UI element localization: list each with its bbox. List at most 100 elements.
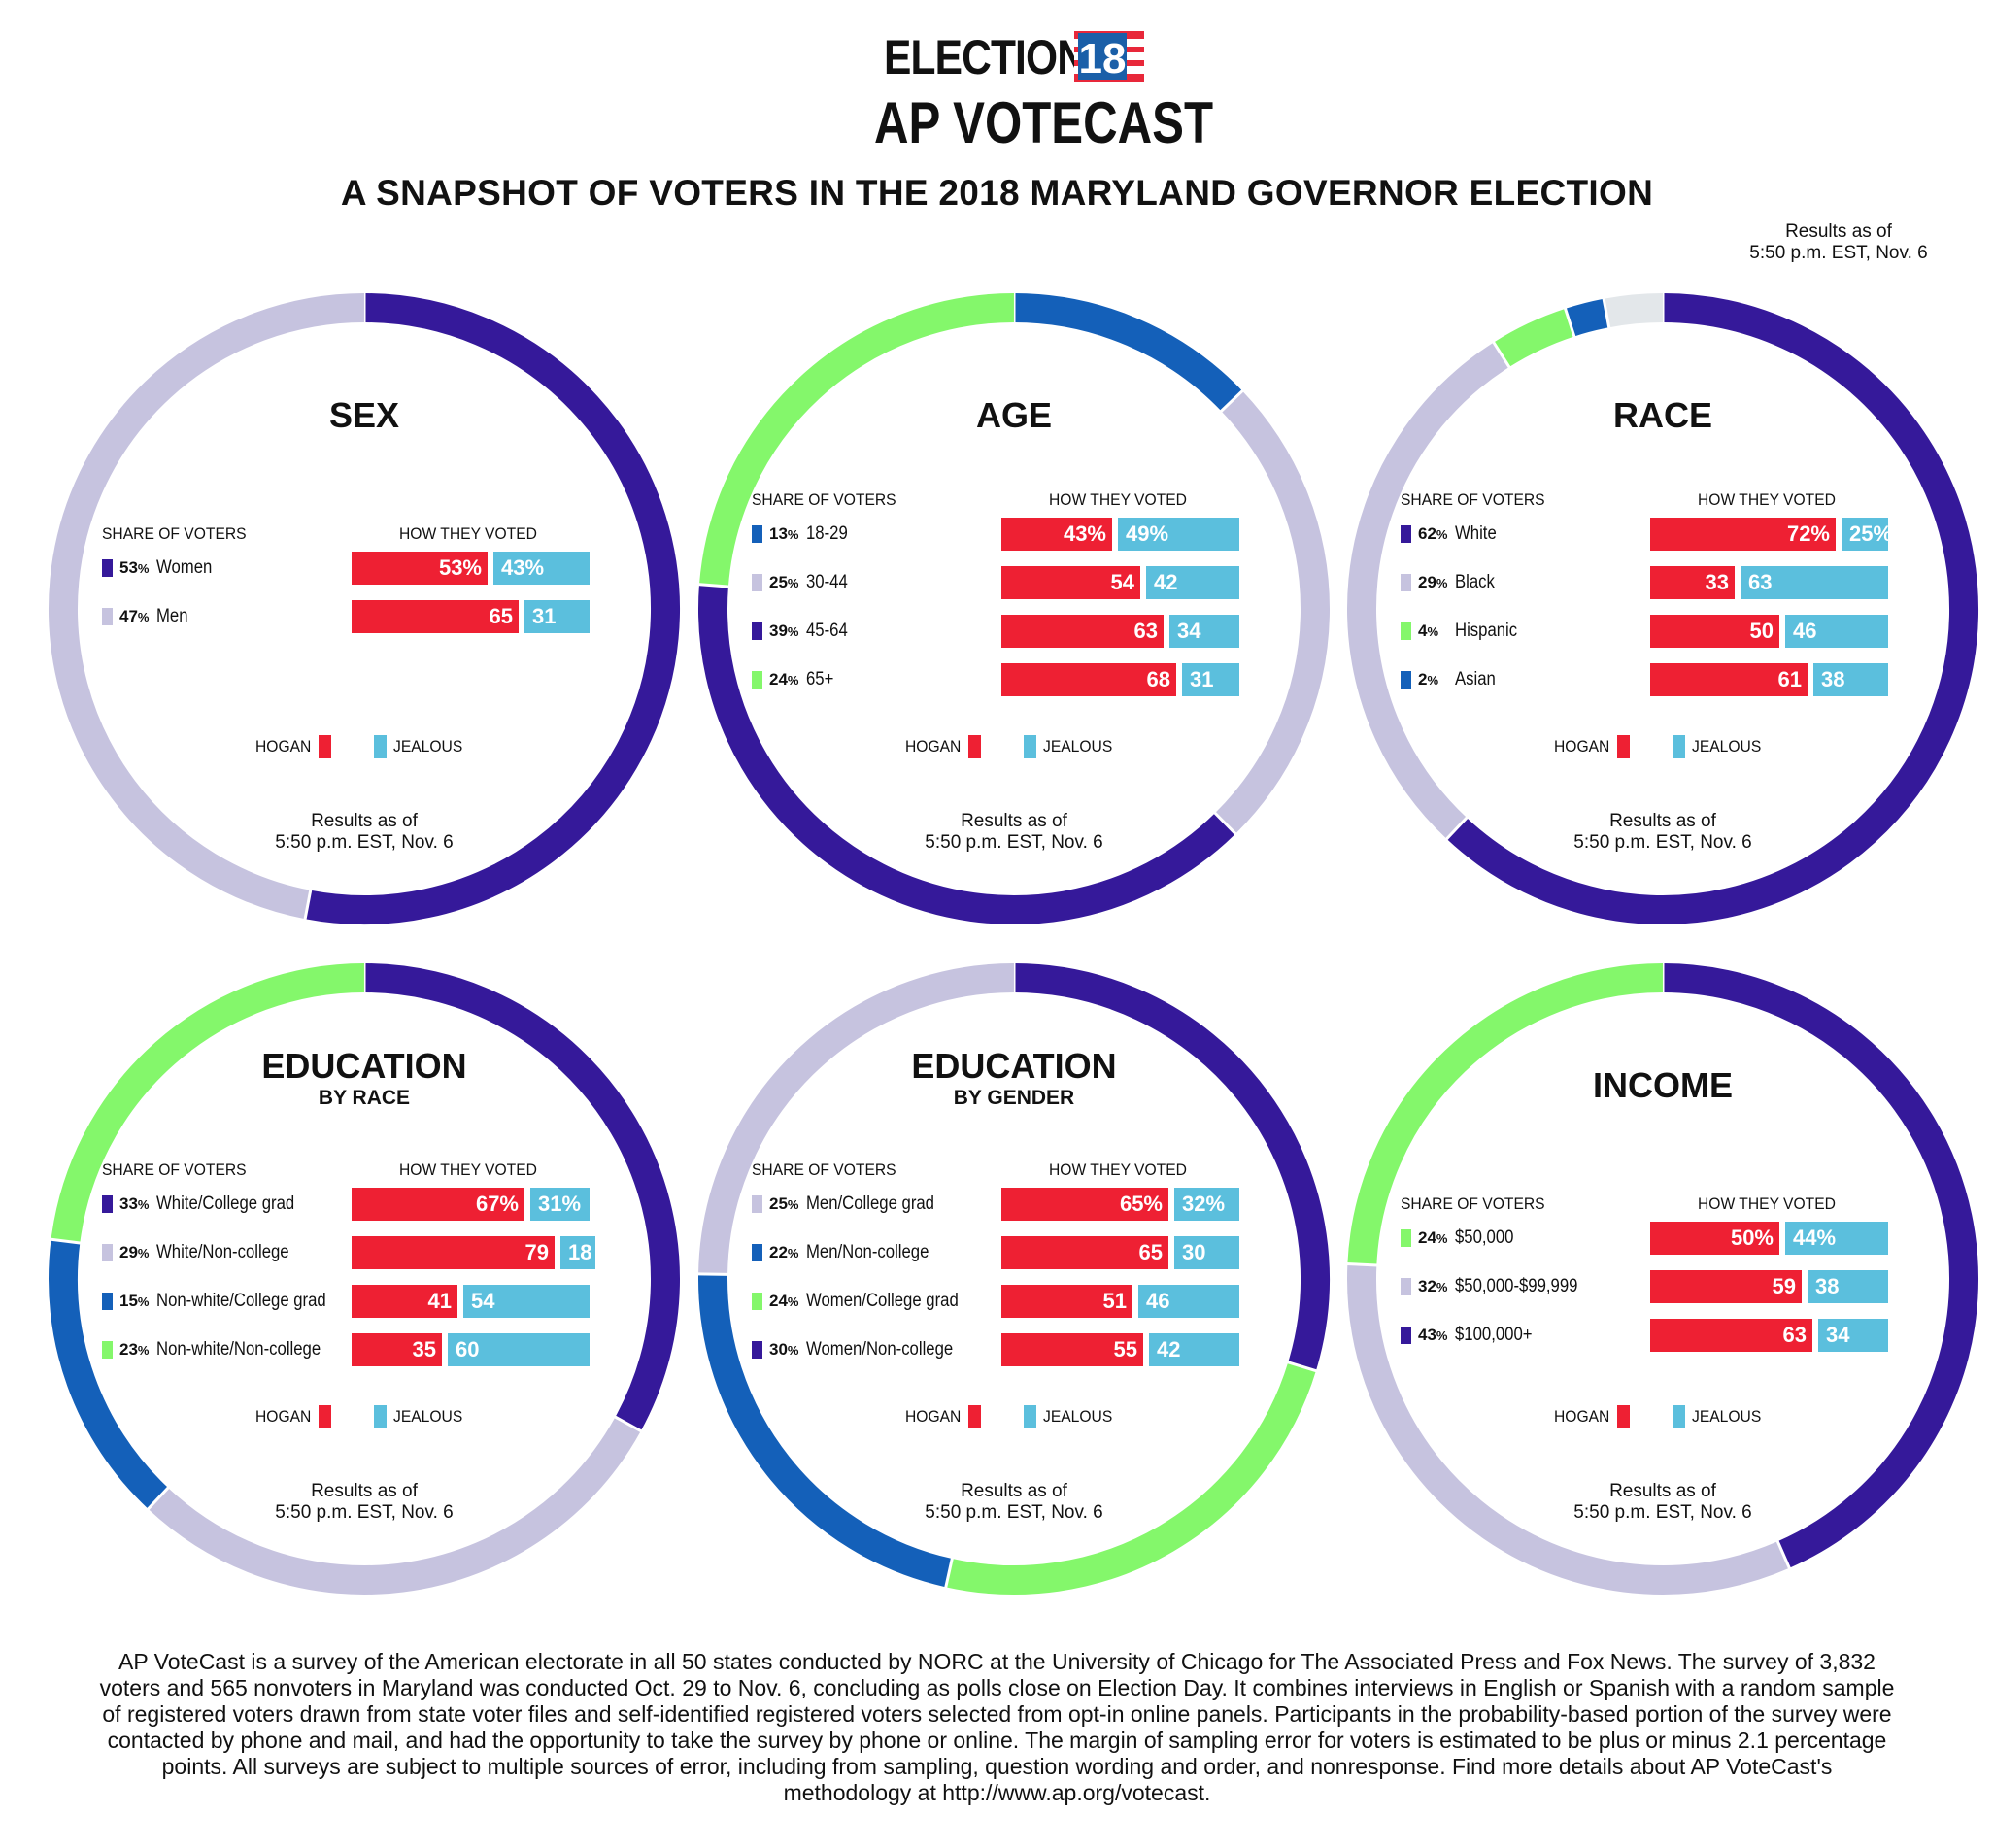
panel-results-note: Results as of 5:50 p.m. EST, Nov. 6 — [1333, 811, 1993, 854]
jealous-bar: 44% — [1785, 1222, 1888, 1255]
category-label: Men — [156, 606, 188, 626]
hogan-bar: 43% — [1001, 518, 1112, 551]
data-row: 24% $50,000 50% 44% — [1333, 1222, 1993, 1255]
results-line2: 5:50 p.m. EST, Nov. 6 — [275, 1502, 454, 1523]
legend-hogan-swatch — [968, 1405, 981, 1428]
share-swatch — [102, 608, 113, 625]
panel-sex: SEX SHARE OF VOTERS HOW THEY VOTED 53% Women… — [34, 279, 694, 939]
legend-jealous-label: JEALOUS — [1043, 737, 1113, 756]
panel-title: SEX — [328, 395, 400, 435]
share-ring — [697, 962, 1330, 1595]
how-they-voted-header: HOW THEY VOTED — [399, 524, 537, 543]
data-row: 4% Hispanic 50 46 — [1333, 615, 1993, 648]
share-value: 29% — [119, 1243, 150, 1261]
share-suffix: % — [787, 1197, 799, 1212]
jealous-bar: 31 — [524, 600, 590, 633]
share-suffix: % — [787, 1246, 799, 1260]
share-swatch — [1401, 525, 1411, 543]
ring-divider — [1444, 816, 1469, 841]
legend-hogan-label: HOGAN — [905, 737, 962, 756]
share-value: 24% — [769, 1292, 799, 1310]
ring-segment — [1565, 298, 1609, 337]
logo-votecast-text: AP VOTECAST — [874, 90, 1214, 155]
ring-segment — [49, 293, 364, 920]
ring-divider — [146, 1486, 170, 1511]
share-value: 25% — [769, 573, 799, 591]
panel-title: EDUCATION — [911, 1046, 1117, 1086]
legend-hogan-swatch — [968, 735, 981, 758]
share-value: 53% — [119, 558, 150, 577]
share-swatch — [102, 1195, 113, 1213]
hogan-bar: 50% — [1650, 1222, 1779, 1255]
results-line1: Results as of — [961, 811, 1067, 831]
data-row: 47% Men 65 31 — [34, 600, 694, 633]
category-label: Hispanic — [1455, 621, 1518, 641]
category-label: 30-44 — [806, 572, 848, 592]
hogan-bar: 65 — [352, 600, 519, 633]
legend-jealous-swatch — [1673, 1405, 1685, 1428]
ring-divider — [697, 583, 730, 588]
category-label: Asian — [1455, 669, 1496, 689]
data-row: 25% 30-44 54 42 — [684, 566, 1344, 599]
hogan-bar: 53% — [352, 552, 488, 585]
jealous-bar: 54 — [463, 1285, 590, 1318]
results-line1: Results as of — [1609, 1481, 1716, 1501]
share-swatch — [102, 1244, 113, 1261]
panel-education-by-race: EDUCATION BY RACE SHARE OF VOTERS HOW THEY … — [34, 949, 694, 1609]
ring-divider — [1492, 340, 1511, 369]
results-note: Results as of 5:50 p.m. EST, Nov. 6 — [1722, 221, 1955, 264]
panel-results-note: Results as of 5:50 p.m. EST, Nov. 6 — [684, 811, 1344, 854]
results-line1: Results as of — [311, 1481, 418, 1501]
share-suffix: % — [1436, 1280, 1448, 1294]
category-label: $50,000-$99,999 — [1455, 1276, 1578, 1296]
share-suffix: % — [787, 527, 799, 542]
share-swatch — [752, 574, 762, 591]
ring-divider — [1213, 811, 1237, 836]
category-label: Women — [156, 557, 213, 578]
share-suffix: % — [787, 1343, 799, 1358]
share-swatch — [752, 671, 762, 689]
ring-segment — [698, 1273, 953, 1588]
share-swatch — [1401, 622, 1411, 640]
ring-segment — [1446, 293, 1978, 924]
legend-jealous-label: JEALOUS — [393, 737, 463, 756]
panel-title: AGE — [975, 395, 1052, 435]
hogan-bar: 63 — [1001, 615, 1164, 648]
share-value: 23% — [119, 1340, 150, 1359]
share-swatch — [752, 1341, 762, 1359]
share-suffix: % — [787, 1294, 799, 1309]
data-row: 32% $50,000-$99,999 59 38 — [1333, 1270, 1993, 1303]
how-they-voted-header: HOW THEY VOTED — [1698, 490, 1836, 509]
category-label: Men/Non-college — [806, 1242, 929, 1262]
data-row: 29% Black 33 63 — [1333, 566, 1993, 599]
panel-subtitle: BY GENDER — [953, 1087, 1075, 1109]
share-suffix: % — [137, 1246, 150, 1260]
legend-hogan-swatch — [1617, 735, 1630, 758]
how-they-voted-header: HOW THEY VOTED — [1698, 1194, 1836, 1213]
legend-hogan-swatch — [319, 735, 331, 758]
share-ring — [49, 292, 680, 924]
jealous-bar: 63 — [1741, 566, 1888, 599]
share-value: 39% — [769, 622, 799, 640]
results-line1: Results as of — [1609, 811, 1716, 831]
data-row: 24% 65+ 68 31 — [684, 663, 1344, 696]
share-suffix: % — [1427, 673, 1439, 688]
share-swatch — [102, 1341, 113, 1359]
how-they-voted-header: HOW THEY VOTED — [399, 1160, 537, 1179]
data-row: 29% White/Non-college 79 18 — [34, 1236, 694, 1269]
election-logo: ELECTION 18 AP VOTECAST — [0, 19, 1994, 155]
legend-jealous-label: JEALOUS — [1043, 1407, 1113, 1426]
panel-results-note: Results as of 5:50 p.m. EST, Nov. 6 — [1333, 1481, 1993, 1524]
panel-results-note: Results as of 5:50 p.m. EST, Nov. 6 — [684, 1481, 1344, 1524]
ring-divider — [303, 889, 313, 921]
legend-hogan-label: HOGAN — [255, 1407, 312, 1426]
ring-divider — [613, 1415, 643, 1433]
panel-income: INCOME SHARE OF VOTERS HOW THEY VOTED 24% $5… — [1333, 949, 1993, 1609]
ring-segment — [1347, 1263, 1790, 1595]
share-of-voters-header: SHARE OF VOTERS — [1401, 1194, 1545, 1213]
legend-jealous-swatch — [1673, 735, 1685, 758]
share-ring — [1346, 962, 1978, 1595]
panel-title: INCOME — [1593, 1065, 1733, 1105]
ring-divider — [944, 1557, 954, 1589]
hogan-bar: 35 — [352, 1333, 442, 1366]
